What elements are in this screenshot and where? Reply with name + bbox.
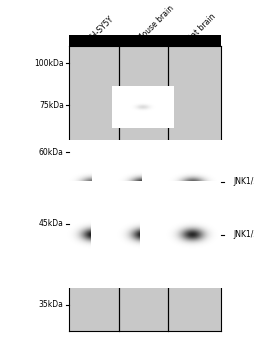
Text: 45kDa: 45kDa (39, 219, 64, 229)
Bar (118, 35, 168, 46)
Text: 35kDa: 35kDa (39, 300, 64, 309)
Text: SH-SY5Y: SH-SY5Y (86, 15, 115, 44)
Text: 60kDa: 60kDa (39, 148, 64, 157)
Text: 75kDa: 75kDa (39, 100, 64, 110)
Text: 100kDa: 100kDa (34, 58, 64, 68)
Bar (69, 35, 118, 46)
Text: JNK1/2/3: JNK1/2/3 (232, 230, 254, 239)
Text: Rat brain: Rat brain (185, 12, 217, 44)
Text: JNK1/2/3: JNK1/2/3 (232, 177, 254, 187)
Bar (168, 35, 220, 46)
Bar (69, 46, 220, 331)
Text: Mouse brain: Mouse brain (136, 4, 176, 44)
